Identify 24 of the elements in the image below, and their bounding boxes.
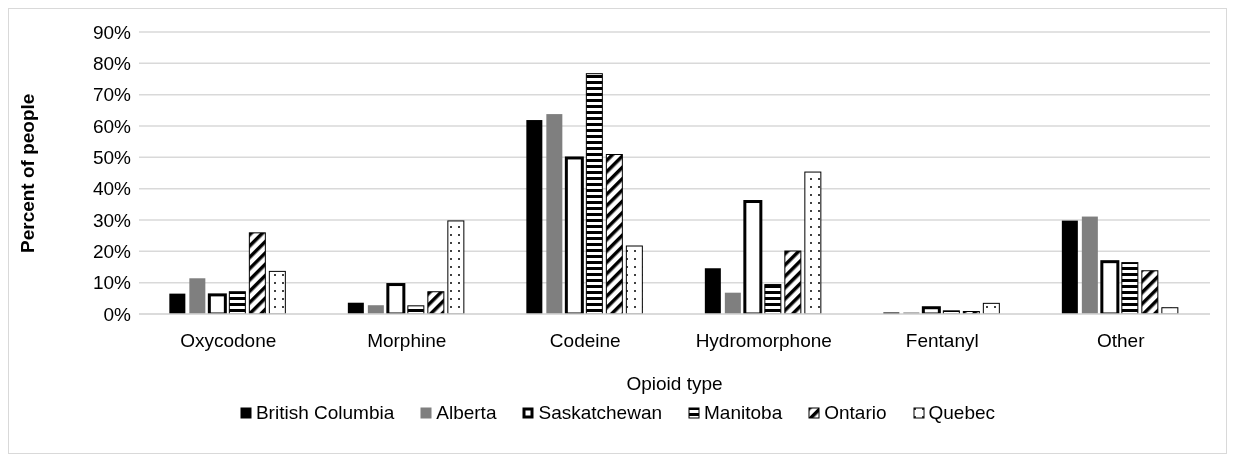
y-tick-label: 10% bbox=[92, 272, 132, 294]
x-axis-title: Opioid type bbox=[626, 373, 723, 394]
y-tick-label: 0% bbox=[103, 303, 132, 325]
x-tick-label: Oxycodone bbox=[180, 330, 277, 352]
x-tick-label: Fentanyl bbox=[905, 330, 979, 352]
y-tick-label: 90% bbox=[92, 21, 132, 43]
x-tick-label: Morphine bbox=[367, 330, 447, 352]
x-tick-label: Hydromorphone bbox=[695, 330, 832, 352]
legend-label: Saskatchewan bbox=[538, 402, 663, 424]
y-tick-label: 80% bbox=[92, 53, 132, 75]
legend-label: British Columbia bbox=[255, 402, 395, 424]
x-tick-label: Codeine bbox=[549, 330, 621, 352]
y-tick-label: 70% bbox=[92, 84, 132, 106]
y-axis-title: Percent of people bbox=[16, 93, 38, 253]
legend-label: Ontario bbox=[824, 402, 887, 424]
y-tick-label: 20% bbox=[92, 241, 132, 263]
y-tick-label: 50% bbox=[92, 147, 132, 169]
y-tick-label: 60% bbox=[92, 115, 132, 137]
y-tick-label: 40% bbox=[92, 178, 132, 200]
legend-label: Manitoba bbox=[704, 402, 783, 424]
y-tick-label: 30% bbox=[92, 209, 132, 231]
legend-label: Quebec bbox=[928, 402, 996, 424]
legend-label: Alberta bbox=[436, 402, 497, 424]
x-tick-label: Other bbox=[1096, 330, 1146, 352]
